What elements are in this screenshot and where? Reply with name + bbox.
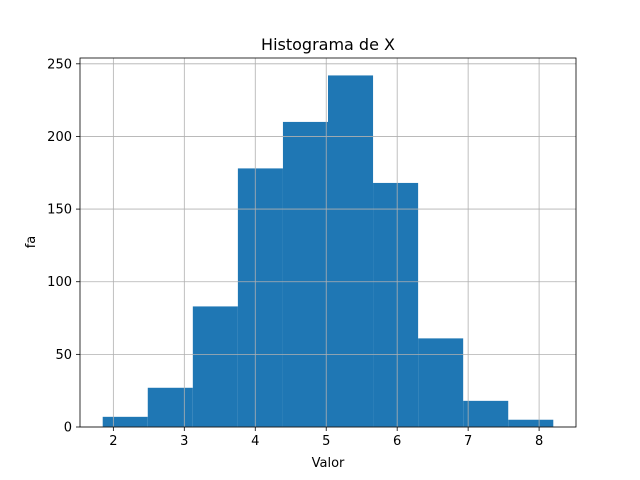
histogram-bar: [373, 182, 419, 427]
y-tick-label: 200: [47, 130, 72, 145]
x-tick-label: 8: [535, 434, 543, 449]
grid-lines: [80, 58, 576, 428]
histogram-bar: [237, 168, 283, 427]
histogram-bar: [147, 387, 193, 427]
axis-ticks: 2 3 4 5 6 7 8 0 50 100 150 200 250: [47, 57, 543, 449]
y-tick-label: 50: [55, 348, 72, 363]
histogram-bar: [463, 400, 509, 427]
y-tick-label: 150: [47, 203, 72, 218]
histogram-bar: [192, 306, 238, 427]
x-tick-label: 4: [251, 434, 259, 449]
y-tick-label: 250: [47, 57, 72, 72]
x-tick-label: 7: [464, 434, 472, 449]
y-tick-label: 0: [64, 421, 72, 436]
plot-frame: [79, 57, 577, 428]
x-tick-label: 2: [109, 434, 117, 449]
histogram-bar: [328, 75, 374, 427]
histogram-bar: [508, 419, 554, 427]
y-tick-label: 100: [47, 275, 72, 290]
chart-title: Histograma de X: [261, 35, 395, 54]
histogram-bar: [282, 121, 328, 427]
x-axis-label: Valor: [312, 456, 345, 471]
x-tick-label: 5: [322, 434, 330, 449]
y-axis-label: fa: [24, 236, 39, 249]
x-tick-label: 3: [180, 434, 188, 449]
histogram-bar: [418, 338, 464, 427]
histogram-bars: [102, 75, 554, 427]
x-tick-label: 6: [393, 434, 401, 449]
histogram-bar: [102, 416, 148, 427]
